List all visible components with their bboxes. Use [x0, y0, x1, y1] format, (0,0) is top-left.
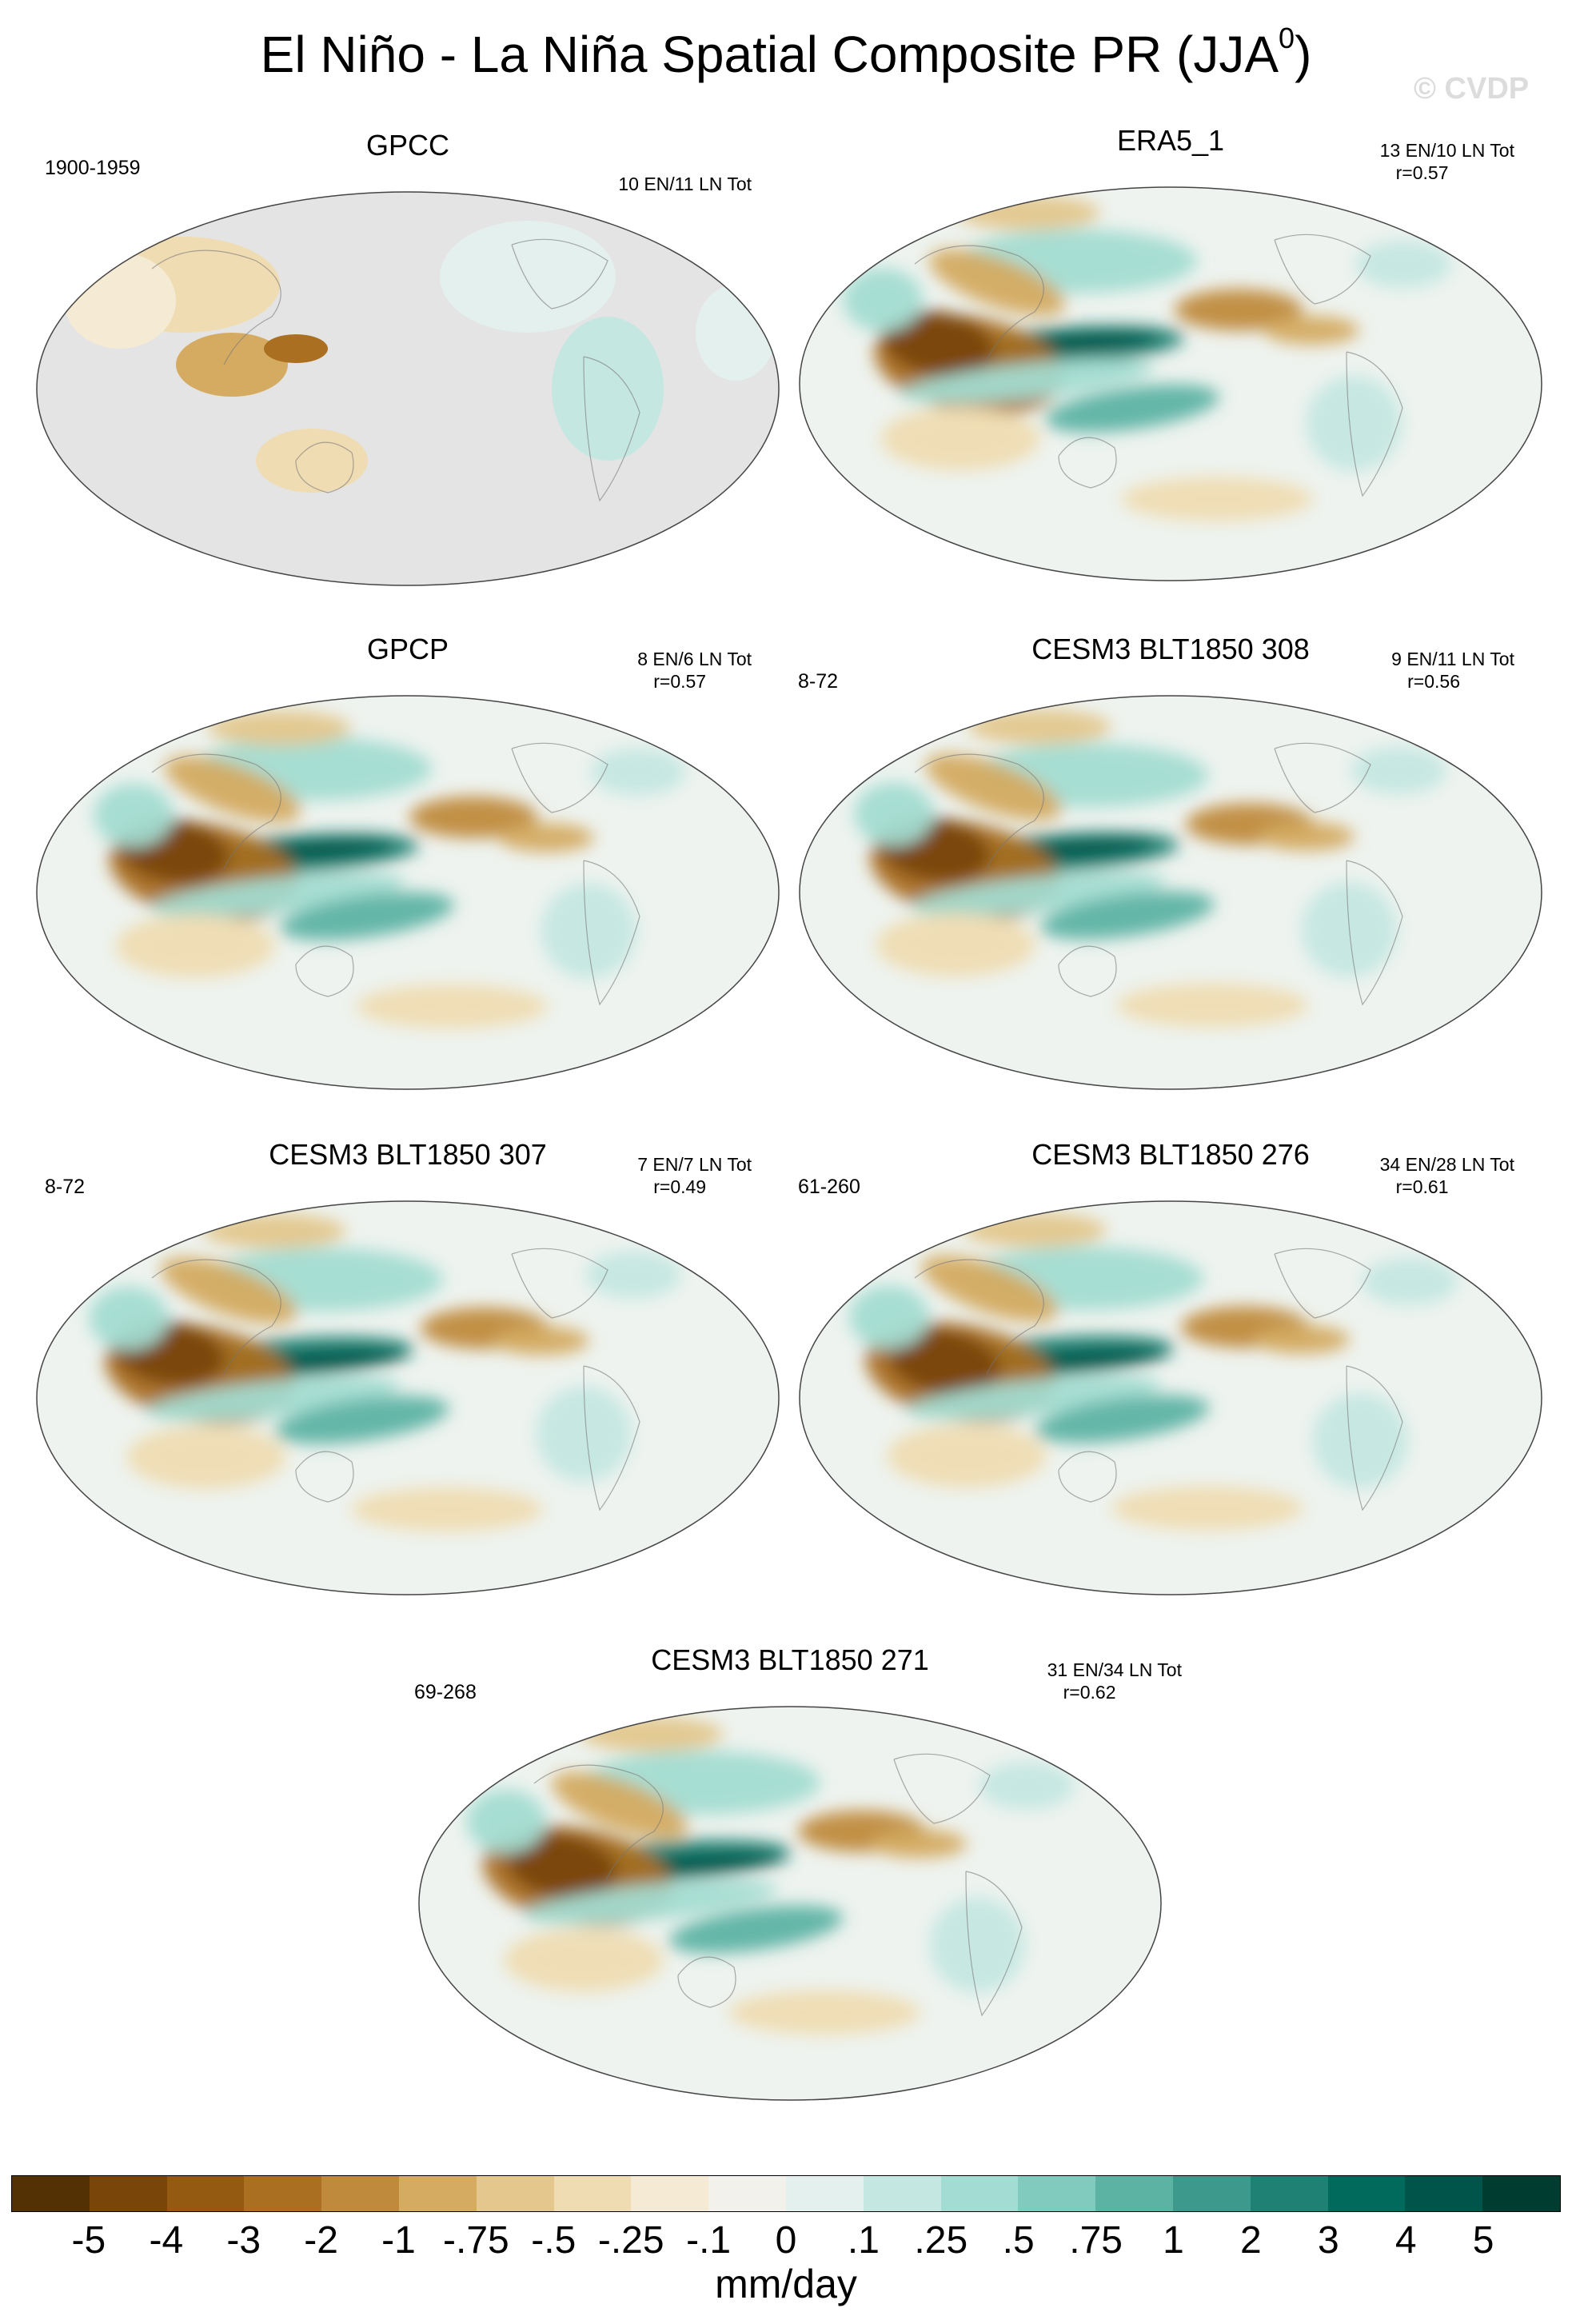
colorbar-box-3: [244, 2176, 322, 2211]
pattern-correlation: r=0.61: [1395, 1176, 1449, 1197]
colorbar-box-13: [1018, 2176, 1096, 2211]
colorbar-tick-label: 0: [775, 2219, 797, 2262]
map-panel-cesm3-308: CESM3 BLT1850 308 8-72 9 EN/11 LN Tot r=0…: [795, 629, 1546, 1124]
colorbar-tick-label: -.25: [597, 2219, 664, 2262]
colorbar-box-9: [708, 2176, 786, 2211]
pattern-correlation: r=0.57: [1395, 162, 1449, 183]
colorbar-box-15: [1172, 2176, 1251, 2211]
colorbar-box-19: [1482, 2176, 1560, 2211]
globe-map: [799, 1200, 1542, 1595]
globe-map: [799, 695, 1542, 1090]
colorbar-tick-label: -.1: [686, 2219, 732, 2262]
colorbar-box-2: [166, 2176, 245, 2211]
panel-years: 61-260: [798, 1176, 860, 1198]
colorbar-tick-label: 3: [1317, 2219, 1339, 2262]
panel-title: CESM3 BLT1850 307: [269, 1138, 547, 1171]
colorbar-box-12: [940, 2176, 1019, 2211]
panel-years: 69-268: [414, 1681, 477, 1703]
colorbar-box-7: [553, 2176, 632, 2211]
colorbar-tick-label: 5: [1472, 2219, 1494, 2262]
map-panel-era5: ERA5_1 13 EN/10 LN Tot r=0.57: [795, 120, 1546, 616]
title-close: ): [1295, 26, 1312, 83]
panel-title: CESM3 BLT1850 276: [1031, 1138, 1310, 1171]
colorbar-box-17: [1327, 2176, 1406, 2211]
event-counts: 13 EN/10 LN Tot: [1379, 140, 1514, 161]
panel-title: GPCC: [365, 129, 449, 162]
colorbar-tick-label: .1: [847, 2219, 880, 2262]
globe-map: [36, 1200, 780, 1595]
event-counts: 31 EN/34 LN Tot: [1047, 1659, 1182, 1680]
colorbar-tick-label: -4: [149, 2219, 184, 2262]
pattern-correlation: r=0.62: [1063, 1682, 1116, 1703]
panel-title: CESM3 BLT1850 308: [1031, 633, 1310, 665]
colorbar-tick-label: 4: [1394, 2219, 1417, 2262]
map-panel-cesm3-271: CESM3 BLT1850 271 69-268 31 EN/34 LN Tot…: [414, 1639, 1182, 2135]
pattern-correlation: r=0.56: [1407, 671, 1460, 692]
page-title: El Niño - La Niña Spatial Composite PR (…: [0, 22, 1572, 86]
colorbar-box-6: [476, 2176, 554, 2211]
globe-map: [799, 186, 1542, 581]
panel-stats: 9 EN/11 LN Tot r=0.56: [1391, 648, 1514, 693]
colorbar-tick-label: -5: [71, 2219, 106, 2262]
colorbar-box-4: [321, 2176, 399, 2211]
map-panel-gpcp: GPCP 8 EN/6 LN Tot r=0.57: [32, 629, 784, 1124]
panel-stats: 10 EN/11 LN Tot: [618, 173, 752, 195]
map-panel-cesm3-307: CESM3 BLT1850 307 8-72 7 EN/7 LN Tot r=0.…: [32, 1134, 784, 1630]
colorbar-tick-label: 1: [1163, 2219, 1184, 2262]
event-counts: 9 EN/11 LN Tot: [1391, 649, 1514, 669]
map-panel-cesm3-276: CESM3 BLT1850 276 61-260 34 EN/28 LN Tot…: [795, 1134, 1546, 1630]
colorbar-tick-label: .5: [1002, 2219, 1035, 2262]
colorbar-box-18: [1405, 2176, 1483, 2211]
colorbar-box-14: [1095, 2176, 1173, 2211]
title-main: El Niño - La Niña Spatial Composite PR (…: [260, 26, 1279, 83]
panel-title: CESM3 BLT1850 271: [651, 1643, 929, 1676]
colorbar-box-11: [863, 2176, 941, 2211]
colorbar-tick-label: -3: [226, 2219, 261, 2262]
colorbar-box-1: [89, 2176, 167, 2211]
colorbar-units: mm/day: [715, 2262, 857, 2306]
colorbar-box-0: [12, 2176, 90, 2211]
panel-stats: 13 EN/10 LN Tot r=0.57: [1380, 139, 1514, 184]
event-counts: 34 EN/28 LN Tot: [1379, 1154, 1514, 1175]
pattern-correlation: r=0.57: [653, 671, 707, 692]
colorbar-box-5: [398, 2176, 477, 2211]
colorbar-tick-label: .75: [1069, 2219, 1123, 2262]
globe-map: [36, 191, 780, 586]
colorbar-box-10: [785, 2176, 864, 2211]
colorbar-box-16: [1250, 2176, 1328, 2211]
colorbar-box-8: [631, 2176, 709, 2211]
globe-map: [418, 1706, 1162, 2101]
event-counts: 8 EN/6 LN Tot: [637, 649, 752, 669]
panel-stats: 8 EN/6 LN Tot r=0.57: [637, 648, 752, 693]
colorbar: [11, 2175, 1561, 2212]
colorbar-tick-label: -1: [381, 2219, 416, 2262]
panel-title: GPCP: [366, 633, 449, 665]
panel-title: ERA5_1: [1116, 124, 1225, 157]
event-counts: 7 EN/7 LN Tot: [637, 1154, 752, 1175]
colorbar-tick-label: .25: [914, 2219, 968, 2262]
event-counts: 10 EN/11 LN Tot: [618, 174, 752, 194]
colorbar-tick-label: -.75: [443, 2219, 509, 2262]
map-panel-gpcc: GPCC 1900-1959 10 EN/11 LN Tot: [32, 125, 784, 621]
colorbar-tick-label: 2: [1240, 2219, 1262, 2262]
panel-stats: 31 EN/34 LN Tot r=0.62: [1047, 1659, 1182, 1703]
panel-stats: 34 EN/28 LN Tot r=0.61: [1380, 1153, 1514, 1198]
globe-map: [36, 695, 780, 1090]
title-superscript: 0: [1279, 22, 1295, 54]
cvdp-watermark: © CVDP: [1414, 72, 1530, 106]
panel-years: 8-72: [798, 670, 839, 693]
panel-years: 1900-1959: [45, 157, 141, 179]
panel-stats: 7 EN/7 LN Tot r=0.49: [637, 1153, 752, 1198]
colorbar-tick-label: -.5: [531, 2219, 577, 2262]
colorbar-tick-label: -2: [304, 2219, 338, 2262]
pattern-correlation: r=0.49: [653, 1176, 707, 1197]
panel-years: 8-72: [45, 1176, 86, 1198]
